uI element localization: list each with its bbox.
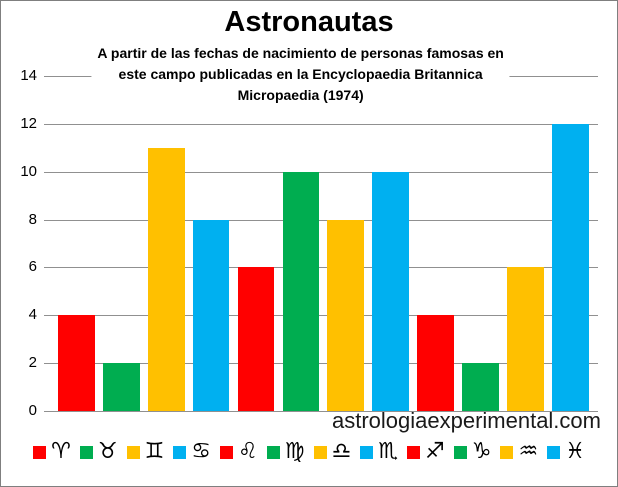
bar-capricorn [462,363,499,411]
taurus-icon: ♉ [97,439,118,464]
virgo-icon: ♍ [284,439,305,464]
chart-subtitle-line-1: A partir de las fechas de nacimiento de … [97,45,504,61]
legend-item-gemini: ♊ [126,439,165,465]
cancer-icon: ♋ [191,439,212,464]
gridline-0 [44,411,598,412]
y-tick-label-4: 4 [28,306,37,324]
y-tick-label-2: 2 [28,354,37,372]
legend-swatch-sagittarius [406,445,420,459]
capricorn-icon: ♑ [471,439,492,464]
bar-gemini [147,147,185,411]
bar-scorpio [372,171,410,411]
y-tick-label-8: 8 [28,210,37,228]
legend-swatch-pisces [547,445,561,459]
bar-libra [327,219,365,411]
legend-swatch-cancer [173,445,187,459]
legend-item-libra: ♎ [313,439,352,465]
legend-item-cancer: ♋ [173,439,211,465]
gridline-6 [44,267,598,269]
legend-item-aries: ♈ [33,439,71,465]
legend-swatch-virgo [266,445,280,459]
gridline-4 [44,315,598,317]
legend-swatch-leo [220,445,234,459]
chart-subtitle-line-2: este campo publicadas en la Encyclopaedi… [118,66,483,82]
legend-swatch-aquarius [500,445,514,459]
y-tick-label-12: 12 [20,114,37,132]
gridline-2 [44,363,598,365]
legend-item-capricorn: ♑ [453,439,492,465]
chart-subtitle: A partir de las fechas de nacimiento de … [91,43,510,106]
chart-subtitle-line-3: Micropaedia (1974) [237,87,364,103]
chart-title: Astronautas [224,6,394,38]
bar-taurus [102,363,140,411]
watermark: astrologiaexperimental.com [331,408,601,433]
bar-cancer [192,219,230,411]
gridline-10 [44,171,598,173]
sagittarius-icon: ♐ [424,439,445,464]
y-tick-label-10: 10 [20,162,37,180]
bar-aquarius [507,267,544,411]
bar-pisces [551,123,589,411]
legend-item-scorpio: ♏ [360,439,398,465]
legend-item-taurus: ♉ [79,439,118,465]
legend-item-leo: ♌ [220,439,258,465]
legend-swatch-libra [313,445,327,459]
bar-sagittarius [417,315,454,411]
legend-swatch-taurus [79,445,93,459]
bar-virgo [282,171,320,411]
bar-leo [237,267,275,411]
legend-swatch-capricorn [453,445,467,459]
gemini-icon: ♊ [144,439,165,464]
legend-swatch-scorpio [360,445,374,459]
gridline-8 [44,219,598,221]
legend-item-virgo: ♍ [266,439,305,465]
bar-aries [58,315,95,411]
y-tick-label-0: 0 [28,402,37,419]
gridline-12 [44,123,598,125]
legend-swatch-aries [33,445,47,459]
leo-icon: ♌ [238,439,258,464]
aries-icon: ♈ [51,439,71,464]
y-tick-label-14: 14 [20,67,37,84]
legend-item-aquarius: ♒ [500,439,538,465]
libra-icon: ♎ [331,439,352,464]
legend: ♈ ♉ ♊ ♋ ♌ ♍ ♎ ♏ ♐ ♑ ♒ ♓ [1,439,617,465]
legend-item-sagittarius: ♐ [406,439,445,465]
pisces-icon: ♓ [565,439,585,464]
legend-swatch-gemini [126,445,140,459]
aquarius-icon: ♒ [518,439,539,464]
scorpio-icon: ♏ [378,439,398,464]
y-tick-label-6: 6 [28,258,37,276]
legend-item-pisces: ♓ [547,439,585,465]
